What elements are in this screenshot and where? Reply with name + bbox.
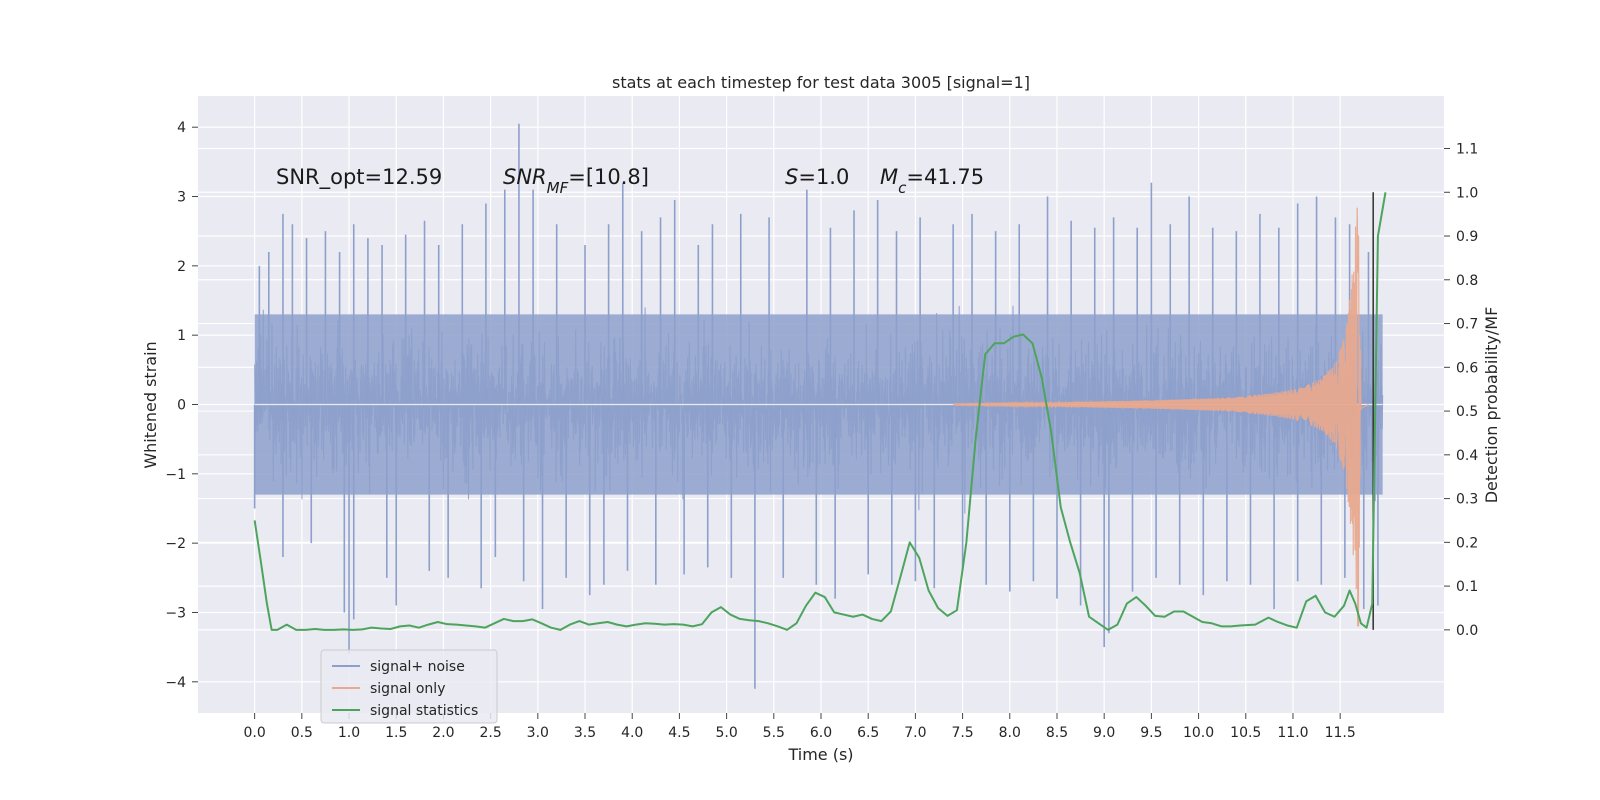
y-tick-label-right: 0.0 (1456, 623, 1478, 639)
y-tick-label-left: 3 (177, 190, 186, 206)
data-layer (253, 123, 1387, 689)
y-tick-label-right: 1.1 (1456, 142, 1478, 158)
y-tick-label-left: 2 (177, 259, 186, 275)
x-tick-label: 11.0 (1277, 725, 1308, 741)
y-tick-label-left: −3 (165, 605, 186, 621)
x-tick-label: 8.5 (1046, 725, 1068, 741)
y-tick-label-right: 0.6 (1456, 360, 1478, 376)
chart-title: stats at each timestep for test data 300… (612, 73, 1030, 92)
series-signal-only-line (952, 207, 1369, 589)
y-tick-label-right: 0.2 (1456, 535, 1478, 551)
annotation-snr-opt: SNR_opt=12.59 (276, 165, 442, 190)
x-tick-label: 5.5 (763, 725, 785, 741)
legend: signal+ noise signal only signal statistic… (320, 649, 498, 724)
series-signal-statistics-line (253, 192, 1387, 631)
y-tick-label-right: 0.3 (1456, 492, 1478, 508)
legend-label: signal+ noise (370, 659, 465, 675)
y-axis-title-left: Whitened strain (141, 341, 160, 468)
x-tick-label: 10.0 (1183, 725, 1214, 741)
y-tick-label-right: 1.0 (1456, 185, 1478, 201)
x-tick-label: 0.0 (244, 725, 266, 741)
x-tick-label: 2.0 (432, 725, 454, 741)
y-tick-label-right: 0.8 (1456, 273, 1478, 289)
x-tick-label: 6.5 (857, 725, 879, 741)
y-tick-label-left: −4 (165, 675, 186, 691)
y-tick-label-right: 0.9 (1456, 229, 1478, 245)
x-tick-label: 11.5 (1325, 725, 1356, 741)
legend-label: signal statistics (370, 703, 478, 719)
axes: 0.0 0.5 1.0 1.5 2.0 2.5 3.0 3.5 4.0 4.5 5.0 5.5 6.0 6… (165, 120, 1478, 741)
y-tick-label-right: 0.5 (1456, 404, 1478, 420)
x-tick-label: 4.5 (668, 725, 690, 741)
x-tick-label: 6.0 (810, 725, 832, 741)
x-tick-label: 7.5 (951, 725, 973, 741)
x-tick-label: 5.0 (715, 725, 737, 741)
y-tick-label-left: 1 (177, 328, 186, 344)
x-tick-label: 7.0 (904, 725, 926, 741)
annotation-snr-mf: SNRMF=[10.8] (503, 165, 649, 197)
x-tick-label: 1.0 (338, 725, 360, 741)
x-tick-label: 9.0 (1093, 725, 1115, 741)
x-tick-label: 3.0 (527, 725, 549, 741)
x-tick-label: 3.5 (574, 725, 596, 741)
annotation-mc: Mc=41.75 (880, 165, 984, 197)
y-tick-label-left: −2 (165, 536, 186, 552)
y-tick-label-right: 0.7 (1456, 317, 1478, 333)
y-axis-title-right: Detection probability/MF (1482, 307, 1501, 504)
x-tick-label: 2.5 (479, 725, 501, 741)
x-tick-label: 9.5 (1140, 725, 1162, 741)
y-tick-label-left: −1 (165, 467, 186, 483)
legend-label: signal only (370, 681, 445, 697)
y-tick-label-right: 0.4 (1456, 448, 1478, 464)
annotation-s: S=1.0 (785, 165, 849, 189)
legend-box (320, 649, 498, 724)
y-tick-label-left: 4 (177, 120, 186, 136)
x-tick-label: 0.5 (291, 725, 313, 741)
y-tick-label-left: 0 (177, 398, 186, 414)
x-axis-title: Time (s) (787, 745, 853, 764)
x-tick-label: 10.5 (1230, 725, 1261, 741)
annotations: SNR_opt=12.59 SNRMF=[10.8] S=1.0 Mc=41.7… (276, 165, 984, 197)
x-tick-label: 1.5 (385, 725, 407, 741)
y-tick-label-right: 0.1 (1456, 579, 1478, 595)
x-tick-label: 8.0 (999, 725, 1021, 741)
x-tick-label: 4.0 (621, 725, 643, 741)
